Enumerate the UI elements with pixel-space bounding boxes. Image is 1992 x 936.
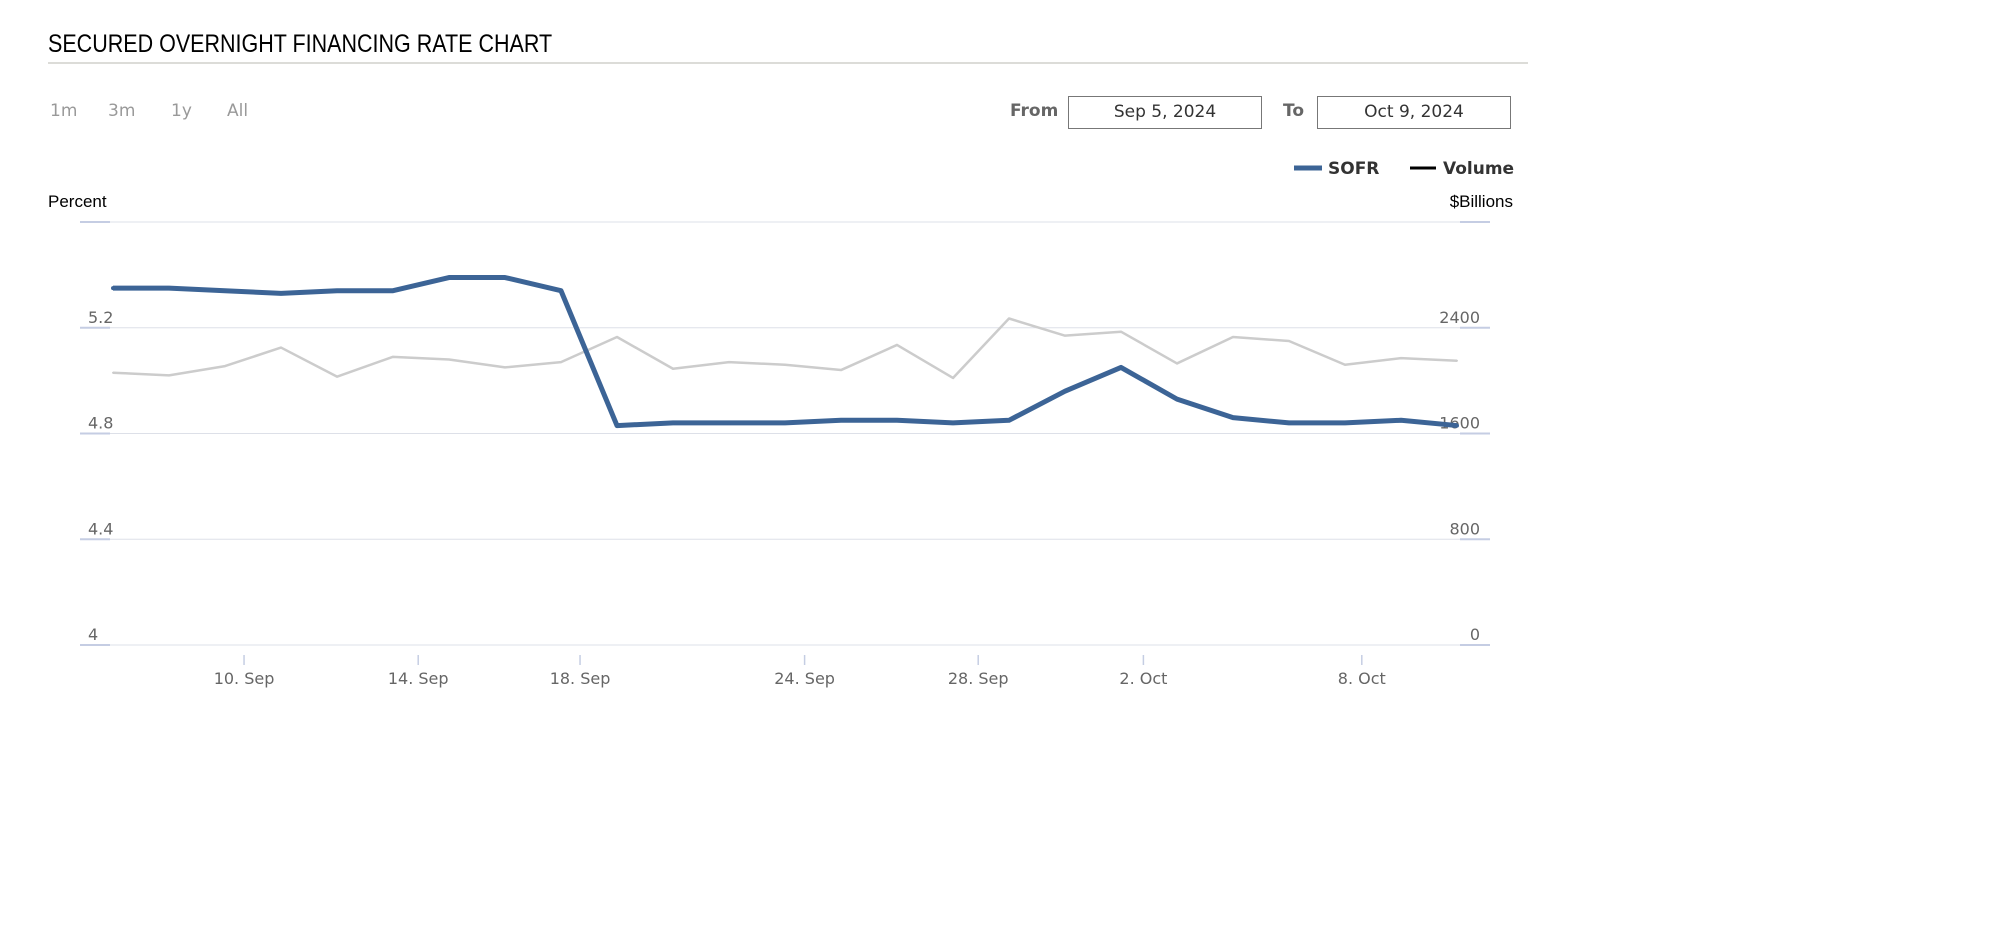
volume-point: [616, 336, 618, 339]
sofr-point: [1343, 420, 1347, 425]
volume-point: [560, 361, 562, 364]
sofr-point: [1063, 389, 1067, 394]
sofr-point: [223, 288, 227, 293]
page-title: SECURED OVERNIGHT FINANCING RATE CHART: [48, 30, 553, 58]
sofr-point: [839, 418, 843, 423]
sofr-point: [951, 420, 955, 425]
sofr-series-line: [113, 275, 1458, 429]
sofr-point: [1007, 418, 1011, 423]
x-tick-label: 8. Oct: [1338, 669, 1386, 688]
sofr-point: [1119, 365, 1123, 370]
range-3m-button[interactable]: 3m: [108, 101, 136, 121]
volume-point: [1008, 317, 1010, 320]
volume-point: [1344, 363, 1346, 366]
sofr-point: [895, 418, 899, 423]
sofr-point: [111, 286, 115, 291]
sofr-point: [279, 291, 283, 296]
x-tick-label: 10. Sep: [214, 669, 275, 688]
volume-point: [504, 366, 506, 369]
from-date-input[interactable]: Sep 5, 2024: [1068, 96, 1262, 129]
range-1y-button[interactable]: 1y: [171, 101, 192, 121]
sofr-point: [559, 288, 563, 293]
volume-point: [112, 371, 114, 374]
x-tick-label: 2. Oct: [1119, 669, 1167, 688]
sofr-point: [335, 288, 339, 293]
volume-point: [224, 365, 226, 368]
sofr-point: [783, 420, 787, 425]
range-1m-button[interactable]: 1m: [50, 101, 78, 121]
volume-point: [896, 343, 898, 346]
y-tick-label: 4.4: [88, 519, 113, 538]
x-tick-label: 14. Sep: [388, 669, 449, 688]
x-tick-label: 18. Sep: [550, 669, 611, 688]
y-tick-label: 5.2: [88, 308, 113, 327]
legend-sofr-label[interactable]: SOFR: [1328, 159, 1379, 179]
sofr-point: [615, 423, 619, 428]
y2-tick-label: 1600: [1439, 414, 1480, 433]
sofr-point: [167, 286, 171, 291]
volume-point: [1232, 336, 1234, 339]
sofr-point: [447, 275, 451, 280]
volume-point: [280, 346, 282, 349]
volume-point: [1064, 334, 1066, 337]
sofr-point: [1399, 418, 1403, 423]
y-tick-label: 4.8: [88, 414, 113, 433]
sofr-point: [1287, 420, 1291, 425]
y2-tick-label: 800: [1449, 519, 1480, 538]
volume-point: [1176, 362, 1178, 365]
sofr-point: [391, 288, 395, 293]
sofr-point: [671, 420, 675, 425]
y-tick-label: 4: [88, 625, 98, 644]
volume-point: [672, 367, 674, 370]
volume-point: [840, 369, 842, 372]
sofr-point: [1175, 397, 1179, 402]
volume-point: [728, 361, 730, 364]
volume-point: [448, 358, 450, 361]
to-label: To: [1283, 101, 1305, 121]
x-tick-label: 28. Sep: [948, 669, 1009, 688]
sofr-point: [1455, 423, 1459, 428]
to-date-input[interactable]: Oct 9, 2024: [1317, 96, 1511, 129]
x-tick-label: 24. Sep: [774, 669, 835, 688]
range-all-button[interactable]: All: [227, 101, 249, 121]
volume-point: [1456, 359, 1458, 362]
sofr-point: [727, 420, 731, 425]
title-divider: [48, 62, 1528, 64]
volume-point: [1400, 357, 1402, 360]
legend-volume-label[interactable]: Volume: [1443, 159, 1514, 179]
sofr-point: [503, 275, 507, 280]
volume-point: [1120, 330, 1122, 333]
y2-tick-label: 2400: [1439, 308, 1480, 327]
from-label: From: [1010, 101, 1059, 121]
y2-axis-title: $Billions: [1450, 192, 1513, 211]
volume-point: [952, 376, 954, 379]
volume-point: [336, 375, 338, 378]
y2-tick-label: 0: [1470, 625, 1480, 644]
volume-point: [784, 363, 786, 366]
y-axis-title: Percent: [48, 192, 107, 211]
volume-point: [1288, 339, 1290, 342]
volume-point: [392, 355, 394, 358]
sofr-point: [1231, 415, 1235, 420]
volume-point: [168, 374, 170, 377]
